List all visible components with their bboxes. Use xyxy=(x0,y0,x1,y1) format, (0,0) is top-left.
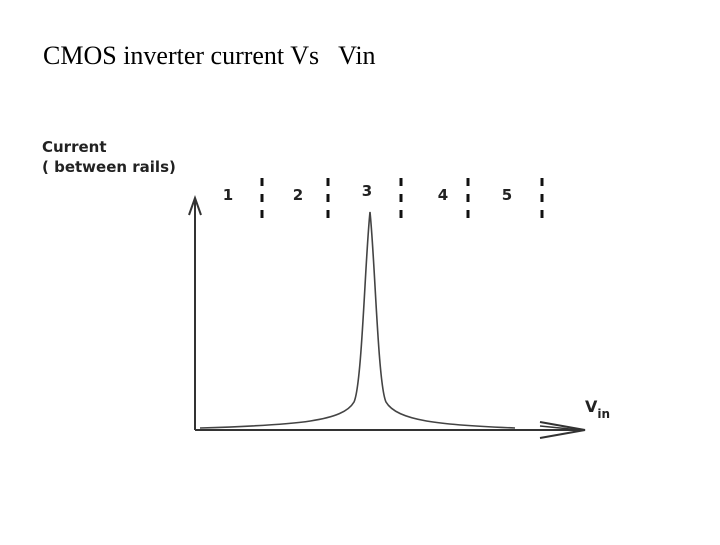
x-arrow xyxy=(539,425,581,431)
region-label: 2 xyxy=(293,186,303,204)
x-axis-label: Vin xyxy=(585,397,610,421)
region-label: 4 xyxy=(438,186,448,204)
slide-title: CMOS inverter current Vs Vin xyxy=(43,41,376,70)
x-arrow xyxy=(539,421,586,439)
region-label: 1 xyxy=(223,186,233,204)
x-axis-label-main: V xyxy=(585,397,598,416)
current-curve xyxy=(199,211,516,429)
x-axis-label-sub: in xyxy=(597,407,610,421)
region-label: 5 xyxy=(502,186,512,204)
region-label: 3 xyxy=(362,182,372,200)
region-dividers xyxy=(260,178,544,222)
y-arrow xyxy=(188,194,202,216)
region-labels: 1 2 3 4 5 xyxy=(223,182,512,204)
y-axis-label: ( between rails) xyxy=(42,158,176,176)
y-axis-label: Current xyxy=(42,138,107,156)
axes xyxy=(188,194,586,439)
